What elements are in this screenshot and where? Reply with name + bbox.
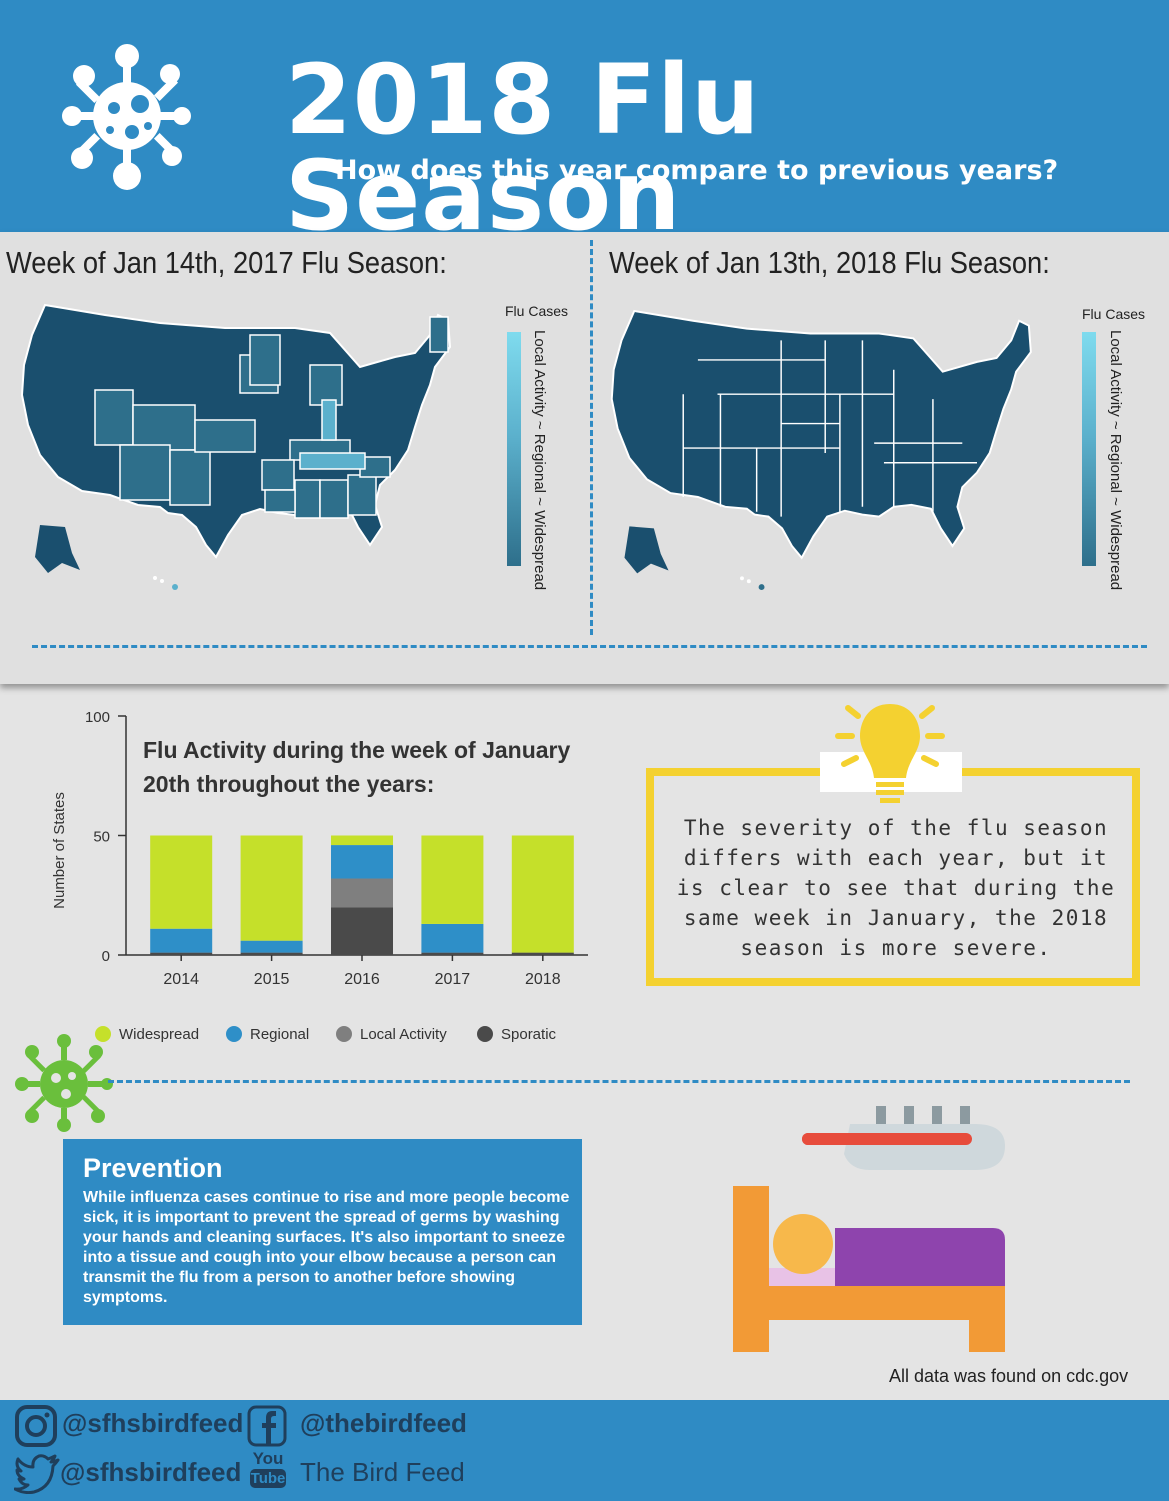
bar-widespread-2017 bbox=[421, 835, 484, 924]
youtube-channel[interactable]: The Bird Feed bbox=[300, 1457, 465, 1487]
map-title-2017: Week of Jan 14th, 2017 Flu Season: bbox=[6, 245, 447, 280]
bar-regional-2016 bbox=[331, 845, 393, 879]
state-ak bbox=[624, 526, 669, 574]
bed-icon bbox=[733, 1186, 1005, 1352]
section-divider-lower bbox=[108, 1080, 1130, 1083]
youtube-logo-bottom: Tube bbox=[250, 1469, 286, 1488]
section-divider-vertical bbox=[590, 240, 593, 635]
bar-widespread-2014 bbox=[150, 835, 213, 929]
lightbulb-icon bbox=[835, 704, 945, 803]
legend-regional: Regional bbox=[226, 1026, 309, 1043]
facebook-icon[interactable] bbox=[246, 1404, 288, 1448]
header-banner bbox=[0, 0, 1169, 232]
bar-sporatic-2015 bbox=[240, 952, 303, 955]
twitter-handle[interactable]: @sfhsbirdfeed bbox=[60, 1457, 242, 1487]
legend-widespread: Widespread bbox=[95, 1026, 199, 1043]
twitter-icon[interactable] bbox=[14, 1452, 62, 1494]
youtube-logo-top: You bbox=[252, 1449, 284, 1468]
x-tick-label: 2017 bbox=[435, 971, 471, 988]
us-map-2018 bbox=[610, 309, 1032, 591]
state-ks bbox=[194, 419, 256, 453]
callout-text: The severity of the flu season differs w… bbox=[676, 816, 1116, 960]
instagram-icon[interactable] bbox=[14, 1404, 58, 1448]
legend-swatch-regional bbox=[226, 1026, 242, 1042]
state-ak bbox=[35, 525, 80, 573]
bar-local_activity-2016 bbox=[331, 878, 393, 908]
contiguous-us-shape bbox=[610, 309, 1032, 560]
bar-sporatic-2016 bbox=[331, 907, 393, 955]
map-title-2018: Week of Jan 13th, 2018 Flu Season: bbox=[609, 245, 1050, 280]
state-ga bbox=[347, 474, 377, 516]
state-ut bbox=[94, 389, 134, 446]
bar-sporatic-2018 bbox=[511, 952, 574, 955]
state-in bbox=[321, 399, 337, 441]
state-la bbox=[264, 489, 296, 513]
source-note: All data was found on cdc.gov bbox=[889, 1366, 1129, 1386]
legend-gradient-2018 bbox=[1082, 332, 1096, 566]
section-divider-horizontal bbox=[32, 645, 1147, 648]
legend-scale-2017: Local Activity ~ Regional ~ Widespread bbox=[531, 330, 548, 591]
legend-title-2017: Flu Cases bbox=[505, 303, 569, 319]
x-tick-label: 2018 bbox=[525, 971, 561, 988]
x-tick-label: 2014 bbox=[163, 971, 199, 988]
state-mn bbox=[249, 334, 281, 386]
bar-widespread-2015 bbox=[240, 835, 303, 941]
bar-widespread-2018 bbox=[511, 835, 574, 953]
state-hi bbox=[172, 584, 178, 590]
bar-sporatic-2017 bbox=[421, 952, 484, 955]
legend-swatch-widespread bbox=[95, 1026, 111, 1042]
legend-local-activity: Local Activity bbox=[336, 1026, 447, 1043]
youtube-icon[interactable]: You Tube bbox=[250, 1450, 286, 1488]
bar-regional-2015 bbox=[240, 940, 303, 953]
us-map-2017 bbox=[20, 303, 452, 590]
state-mi bbox=[309, 364, 343, 406]
state-ms bbox=[294, 479, 321, 519]
page-subtitle: How does this year compare to previous y… bbox=[335, 155, 1059, 186]
virus-icon bbox=[62, 44, 191, 190]
state-co bbox=[132, 404, 196, 451]
prevention-body: While influenza cases continue to rise a… bbox=[83, 1189, 570, 1306]
prevention-title: Prevention bbox=[83, 1153, 223, 1183]
page-title: 2018 Flu Season bbox=[285, 44, 761, 252]
y-tick-label: 100 bbox=[85, 709, 110, 726]
legend-title-2018: Flu Cases bbox=[1082, 306, 1146, 322]
footer bbox=[0, 1400, 1169, 1501]
x-tick-label: 2015 bbox=[254, 971, 290, 988]
instagram-handle[interactable]: @sfhsbirdfeed bbox=[62, 1408, 244, 1438]
state-tn bbox=[299, 452, 366, 470]
legend-scale-2018: Local Activity ~ Regional ~ Widespread bbox=[1107, 330, 1124, 591]
flu-activity-bar-chart: 0 50 100 Number of States 2014 2015 2016 2017 20… bbox=[51, 709, 588, 988]
state-az bbox=[119, 444, 171, 501]
legend-gradient-2017 bbox=[507, 332, 521, 566]
y-axis-title: Number of States bbox=[51, 792, 68, 909]
x-tick-label: 2016 bbox=[344, 971, 380, 988]
y-tick-label: 0 bbox=[102, 948, 110, 965]
bar-sporatic-2014 bbox=[150, 952, 213, 955]
state-al bbox=[319, 479, 349, 519]
state-hi bbox=[758, 584, 765, 591]
legend-swatch-sporatic bbox=[477, 1026, 493, 1042]
state-me bbox=[429, 316, 449, 353]
state-ar bbox=[261, 459, 295, 491]
bar-regional-2014 bbox=[150, 928, 213, 953]
bar-widespread-2016 bbox=[331, 835, 393, 846]
state-nm bbox=[169, 449, 211, 506]
bar-regional-2017 bbox=[421, 923, 484, 953]
facebook-handle[interactable]: @thebirdfeed bbox=[300, 1408, 467, 1438]
thermometer-icon bbox=[802, 1106, 1005, 1170]
prevention-box bbox=[63, 1139, 582, 1325]
virus-icon-small bbox=[15, 1034, 113, 1132]
y-tick-label: 50 bbox=[93, 829, 110, 846]
legend-sporatic: Sporatic bbox=[477, 1026, 556, 1043]
legend-swatch-local-activity bbox=[336, 1026, 352, 1042]
chart-title: Flu Activity during the week of January … bbox=[143, 737, 571, 797]
